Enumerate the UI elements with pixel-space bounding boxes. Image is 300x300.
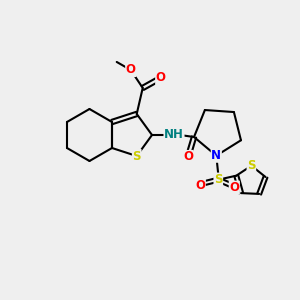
Text: NH: NH (164, 128, 184, 142)
Text: O: O (195, 179, 205, 192)
Text: S: S (133, 149, 141, 163)
Text: O: O (229, 181, 239, 194)
Text: S: S (247, 159, 256, 172)
Text: O: O (156, 71, 166, 85)
Text: S: S (214, 173, 223, 186)
Text: O: O (126, 64, 136, 76)
Text: O: O (183, 151, 193, 164)
Text: N: N (211, 149, 221, 162)
